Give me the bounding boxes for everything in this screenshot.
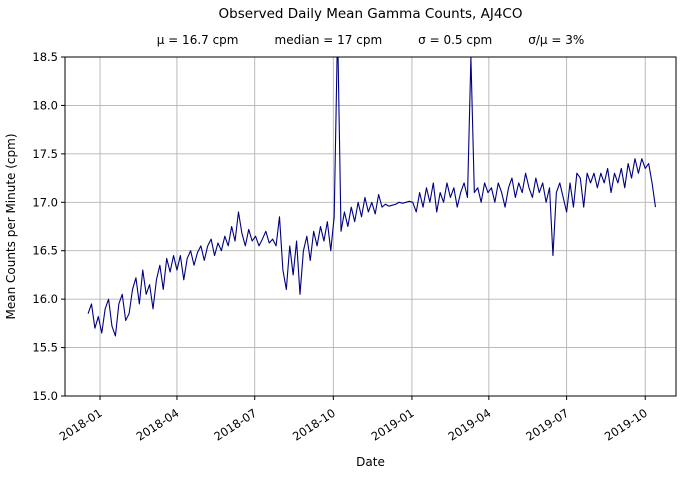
x-axis-label: Date (356, 455, 385, 469)
y-tick-label: 15.0 (32, 389, 58, 403)
y-tick-label: 16.5 (32, 244, 58, 258)
x-tick-label: 2019-01 (369, 406, 417, 444)
x-tick-label: 2018-07 (211, 406, 259, 444)
y-tick-label: 17.5 (32, 147, 58, 161)
series-line (87, 57, 657, 337)
stat-mean: μ = 16.7 cpm (156, 33, 239, 47)
x-tick-label: 2018-01 (57, 406, 105, 444)
y-tick-label: 18.5 (32, 50, 58, 64)
x-tick-label: 2018-04 (134, 406, 182, 444)
stat-sigma: σ = 0.5 cpm (418, 33, 493, 47)
y-tick-label: 15.5 (32, 341, 58, 355)
stat-median: median = 17 cpm (274, 33, 383, 47)
x-tick-label: 2018-10 (290, 406, 338, 444)
x-tick-label: 2019-10 (602, 406, 650, 444)
y-axis-label: Mean Counts per Minute (cpm) (4, 133, 18, 319)
chart-title: Observed Daily Mean Gamma Counts, AJ4CO (218, 6, 523, 22)
data-series (87, 57, 657, 337)
y-tick-label: 17.0 (32, 195, 58, 209)
chart-stats: μ = 16.7 cpm median = 17 cpm σ = 0.5 cpm… (65, 33, 676, 47)
y-tick-label: 18.0 (32, 98, 58, 112)
stat-cv: σ/μ = 3% (528, 33, 585, 47)
grid-lines (65, 56, 676, 397)
y-tick-label: 16.0 (32, 292, 58, 306)
x-tick-label: 2019-04 (446, 406, 494, 444)
plot-border (64, 56, 677, 397)
axes: 15.0 15.5 16.0 16.5 17.0 17.5 18.0 18.5 2018-01 2… (32, 50, 677, 444)
x-tick-label: 2019-07 (523, 406, 571, 444)
